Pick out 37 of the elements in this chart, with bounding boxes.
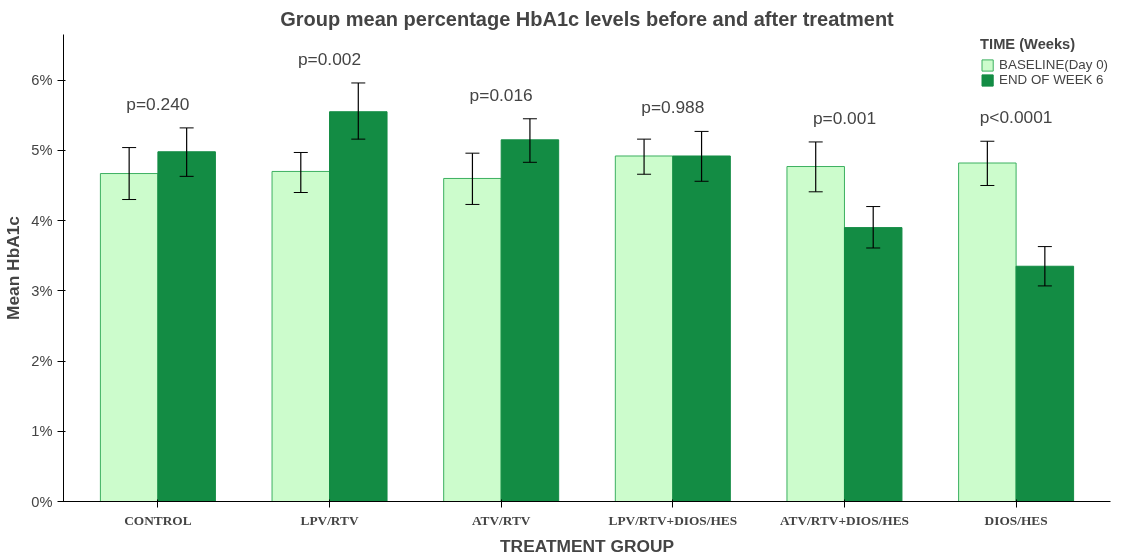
annotation: p=0.016 [469, 84, 533, 105]
bar [958, 162, 1017, 502]
x-tick-label: ATV/RTV [471, 512, 531, 528]
x-tick-label: DIOS/HES [984, 512, 1048, 528]
x-tick-label: LPV/RTV [300, 512, 359, 528]
bar [443, 177, 502, 502]
y-tick-label: 1% [31, 423, 53, 440]
y-axis-title: Mean HbA1c [3, 215, 24, 320]
y-tick-label: 5% [31, 142, 53, 159]
y-tick-label: 4% [31, 212, 53, 229]
annotation: p=0.002 [297, 48, 362, 69]
bar [614, 155, 674, 502]
bar [329, 111, 388, 502]
legend-title: TIME (Weeks) [980, 36, 1077, 52]
x-tick-label: CONTROL [124, 512, 192, 528]
bar [786, 166, 845, 502]
bar [672, 155, 731, 502]
bar [157, 151, 216, 502]
bar [99, 173, 159, 502]
annotation: p=0.988 [641, 97, 705, 118]
chart-title: Group mean percentage HbA1c levels before and after treatment [280, 7, 895, 30]
bar [1015, 265, 1075, 502]
bar [843, 227, 903, 502]
x-axis-title: TREATMENT GROUP [500, 535, 674, 556]
x-tick-label: ATV/RTV+DIOS/HES [779, 512, 910, 528]
bar [500, 139, 560, 502]
annotation: p<0.0001 [979, 107, 1053, 128]
annotation: p=0.240 [126, 93, 190, 114]
legend-label: END OF WEEK 6 [999, 72, 1104, 87]
y-tick-label: 2% [31, 353, 53, 370]
y-tick-label: 3% [31, 282, 53, 299]
y-tick-label: 0% [31, 493, 53, 510]
bar [271, 170, 331, 502]
annotation: p=0.001 [812, 107, 877, 128]
x-tick-label: LPV/RTV+DIOS/HES [608, 512, 738, 528]
y-tick-label: 6% [31, 72, 53, 89]
legend-label: BASELINE(Day 0) [999, 57, 1108, 72]
